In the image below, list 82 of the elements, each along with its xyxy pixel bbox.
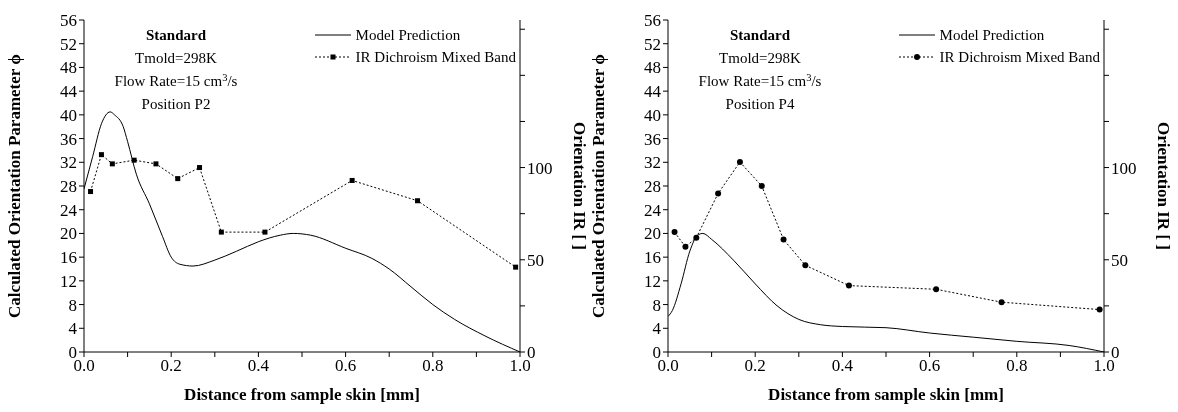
point [349, 177, 355, 183]
y-tick-label: 52 [644, 34, 661, 54]
y2-tick-label: 50 [1111, 250, 1128, 270]
y-tick-label: 52 [60, 34, 77, 54]
y-tick-label: 24 [60, 200, 78, 220]
point [218, 229, 224, 235]
y-axis-title: Calculated Orientation Parameter ϕ [5, 54, 25, 318]
point [513, 264, 519, 270]
x-axis-title: Distance from sample skin [mm] [768, 385, 1004, 404]
y-tick-label: 4 [652, 319, 662, 339]
legend-label: IR Dichroism Mixed Band [355, 48, 516, 67]
point [758, 183, 765, 189]
y-tick-label: 16 [644, 248, 661, 268]
annotation: Standard [145, 27, 207, 43]
y-tick-label: 48 [644, 58, 661, 78]
y2-tick-label: 50 [527, 250, 544, 270]
y-tick-label: 44 [644, 82, 662, 102]
y-tick-label: 36 [60, 129, 77, 149]
y-tick-label: 36 [644, 129, 661, 149]
x-tick-label: 0.4 [247, 356, 270, 376]
x-tick-label: 0.2 [160, 356, 182, 376]
point [845, 282, 852, 289]
x-tick-label: 0.6 [334, 356, 357, 376]
y-tick-label: 12 [644, 271, 661, 291]
y-tick-label: 20 [60, 224, 77, 244]
y2-axis-title: Orientation IR [ ] [1153, 122, 1173, 250]
point [197, 165, 203, 171]
point [671, 229, 678, 236]
y-tick-label: 48 [60, 58, 77, 78]
y2-tick-label: 100 [527, 158, 553, 178]
legend-label: Model Prediction [355, 26, 461, 45]
point [262, 229, 268, 235]
x-axis-title: Distance from sample skin [mm] [184, 385, 420, 404]
annotation: Standard [729, 27, 791, 43]
legend-label: IR Dichroism Mixed Band [939, 48, 1100, 67]
y-tick-label: 40 [60, 105, 77, 125]
y-tick-label: 28 [644, 177, 661, 197]
y-tick-label: 20 [644, 224, 661, 244]
point [131, 157, 137, 163]
y2-tick-label: 100 [1111, 158, 1137, 178]
y2-axis-title: Orientation IR [ ] [569, 122, 589, 250]
x-tick-label: 0.8 [422, 356, 444, 376]
point [98, 152, 104, 158]
x-tick-label: 0.6 [918, 356, 941, 376]
point [933, 286, 940, 293]
point [153, 161, 159, 167]
y-tick-label: 4 [68, 319, 78, 339]
annotation: Tmold=298K [135, 50, 218, 66]
y-tick-label: 40 [644, 105, 661, 125]
y-tick-label: 28 [60, 177, 77, 197]
y-tick-label: 12 [60, 271, 77, 291]
x-tick-label: 0.2 [744, 356, 766, 376]
annotation: Position P2 [141, 96, 211, 112]
y-tick-label: 32 [60, 153, 77, 173]
y-tick-label: 44 [60, 82, 78, 102]
annotation: Flow Rate=15 cm$^{3}$/s [698, 71, 822, 89]
point [715, 190, 722, 197]
point [998, 299, 1005, 306]
y-tick-label: 8 [68, 295, 77, 315]
y-tick-label: 56 [644, 11, 661, 31]
x-tick-label: 0.8 [1006, 356, 1028, 376]
point [682, 243, 689, 250]
y-tick-label: 24 [644, 200, 662, 220]
y-axis-title: Calculated Orientation Parameter ϕ [589, 54, 609, 318]
point [109, 161, 115, 167]
y-tick-label: 32 [644, 153, 661, 173]
annotation: Tmold=298K [719, 50, 802, 66]
annotation: Position P4 [725, 96, 795, 112]
y-tick-label: 8 [652, 295, 661, 315]
point [175, 176, 181, 182]
y-tick-label: 16 [60, 248, 77, 268]
point [780, 236, 787, 243]
point [802, 262, 809, 269]
point [1096, 306, 1103, 313]
point [88, 189, 94, 195]
point [736, 159, 743, 166]
legend-label: Model Prediction [939, 26, 1045, 45]
annotation: Flow Rate=15 cm$^{3}$/s [114, 71, 238, 89]
point [415, 198, 421, 204]
point [693, 234, 700, 241]
x-tick-label: 0.4 [831, 356, 854, 376]
y-tick-label: 56 [60, 11, 77, 31]
